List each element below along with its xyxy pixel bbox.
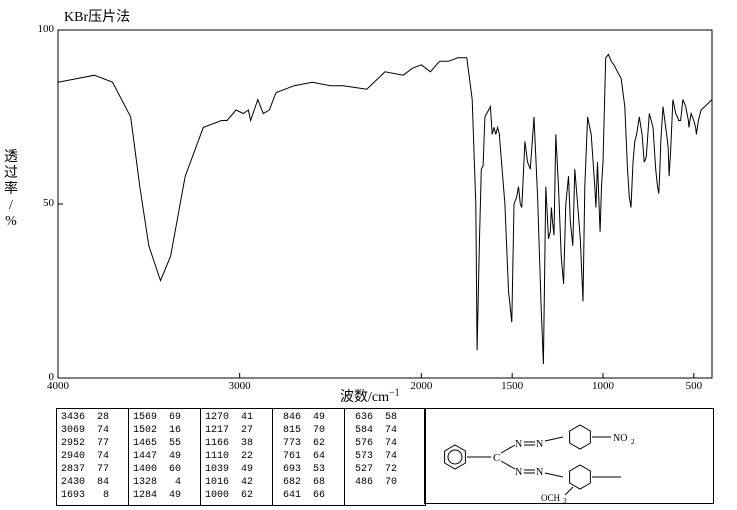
peak-row: 815 70 <box>277 424 344 437</box>
svg-text:N: N <box>536 439 543 450</box>
peak-row: 573 74 <box>349 450 423 463</box>
peak-row: 1166 38 <box>205 437 272 450</box>
molecule-structure: C N N NO 2 N N OCH3 <box>424 408 714 504</box>
peak-row: 636 58 <box>349 411 423 424</box>
peak-row: 682 68 <box>277 476 344 489</box>
peak-row <box>349 489 423 502</box>
peak-row: 1465 55 <box>133 437 200 450</box>
peak-row: 1400 60 <box>133 463 200 476</box>
peak-row: 1569 69 <box>133 411 200 424</box>
peak-table: 3436 283069 742952 772940 742837 772430 … <box>56 408 426 506</box>
peak-column: 846 49 815 70 773 62 761 64 693 53 682 6… <box>273 409 345 505</box>
peak-row: 1000 62 <box>205 489 272 502</box>
peak-row: 1270 41 <box>205 411 272 424</box>
chart-container: KBr压片法 透 过 率 / % 波数/cm−1 050100400030002… <box>0 0 737 510</box>
peak-column: 1270 411217 271166 381110 221039 491016 … <box>201 409 273 505</box>
peak-row: 1217 27 <box>205 424 272 437</box>
peak-row: 846 49 <box>277 411 344 424</box>
peak-row: 1284 49 <box>133 489 200 502</box>
peak-row: 641 66 <box>277 489 344 502</box>
peak-column: 1569 691502 161465 551447 491400 601328 … <box>129 409 201 505</box>
peak-row: 2952 77 <box>61 437 128 450</box>
peak-row: 576 74 <box>349 437 423 450</box>
svg-text:N: N <box>515 467 522 478</box>
peak-column: 636 58 584 74 576 74 573 74 527 72 486 7… <box>345 409 423 505</box>
peak-row: 1502 16 <box>133 424 200 437</box>
peak-row: 1039 49 <box>205 463 272 476</box>
peak-row: 1110 22 <box>205 450 272 463</box>
svg-text:N: N <box>515 439 522 450</box>
peak-row: 773 62 <box>277 437 344 450</box>
peak-row: 2430 84 <box>61 476 128 489</box>
peak-row: 761 64 <box>277 450 344 463</box>
peak-row: 1016 42 <box>205 476 272 489</box>
peak-row: 584 74 <box>349 424 423 437</box>
peak-row: 527 72 <box>349 463 423 476</box>
peak-row: 486 70 <box>349 476 423 489</box>
peak-row: 693 53 <box>277 463 344 476</box>
svg-text:NO: NO <box>613 433 627 444</box>
peak-row: 2837 77 <box>61 463 128 476</box>
ir-spectrum-plot <box>0 0 737 400</box>
svg-text:C: C <box>493 452 500 464</box>
peak-row: 1328 4 <box>133 476 200 489</box>
svg-text:3: 3 <box>563 497 567 503</box>
svg-text:OCH: OCH <box>541 493 561 503</box>
peak-row: 2940 74 <box>61 450 128 463</box>
peak-row: 1693 8 <box>61 489 128 502</box>
peak-row: 3069 74 <box>61 424 128 437</box>
svg-text:N: N <box>536 467 543 478</box>
peak-column: 3436 283069 742952 772940 742837 772430 … <box>57 409 129 505</box>
peak-row: 3436 28 <box>61 411 128 424</box>
svg-text:2: 2 <box>631 438 635 446</box>
peak-row: 1447 49 <box>133 450 200 463</box>
